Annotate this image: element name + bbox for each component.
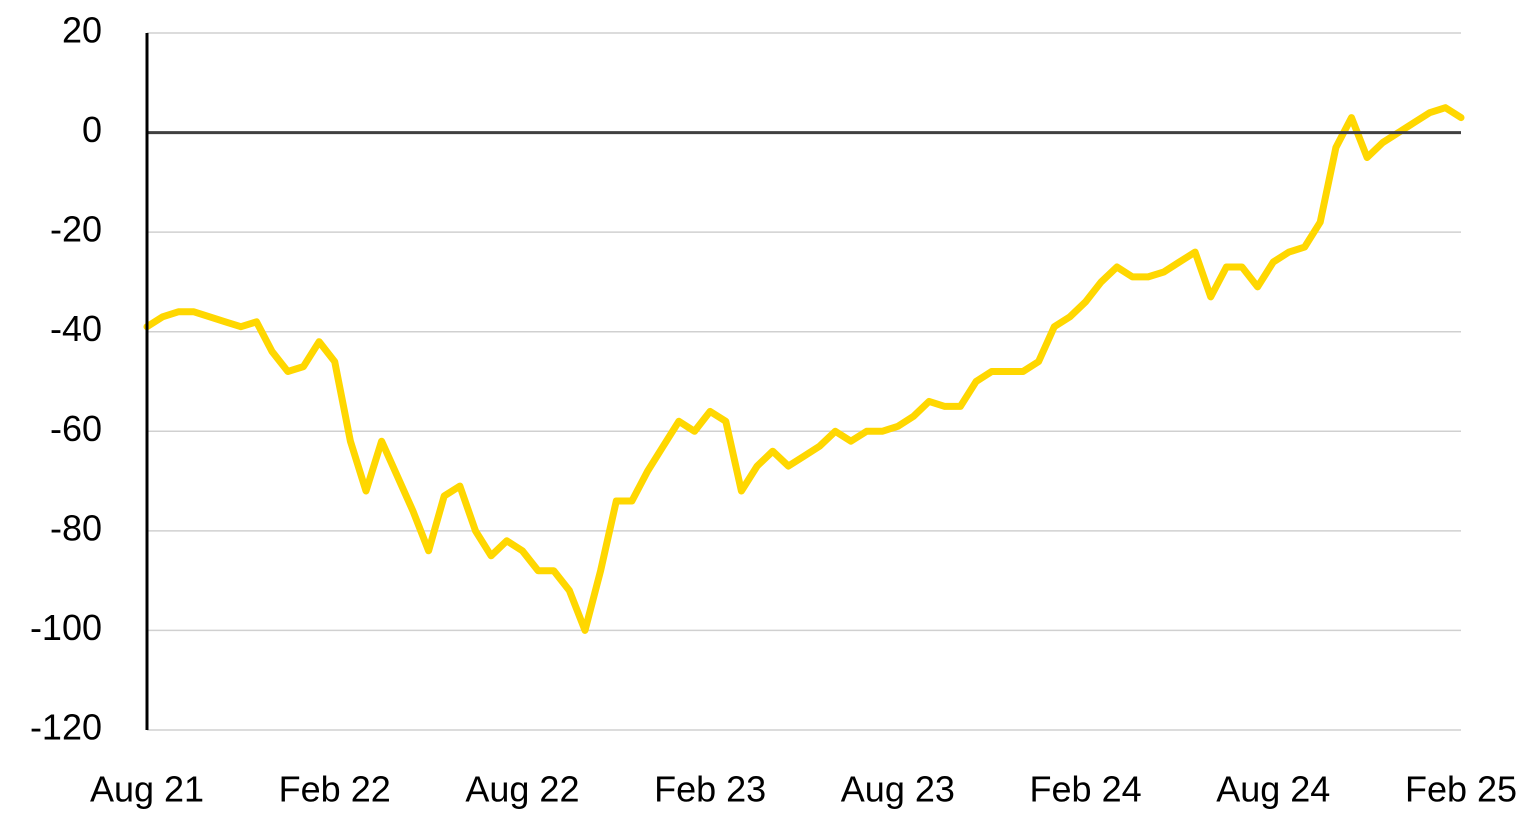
y-tick-label: -100 (30, 607, 102, 648)
y-tick-label: -20 (50, 209, 102, 250)
x-tick-label: Aug 24 (1216, 769, 1330, 810)
y-tick-label: -120 (30, 707, 102, 748)
y-tick-label: 0 (82, 109, 102, 150)
x-tick-label: Feb 22 (279, 769, 391, 810)
y-tick-label: -40 (50, 308, 102, 349)
x-tick-label: Aug 21 (90, 769, 204, 810)
line-series (143, 104, 1465, 634)
y-tick-label: 20 (62, 10, 102, 51)
x-tick-label: Feb 24 (1030, 769, 1142, 810)
x-tick-label: Aug 22 (465, 769, 579, 810)
x-tick-label: Aug 23 (841, 769, 955, 810)
x-tick-label: Feb 25 (1405, 769, 1517, 810)
x-tick-label: Feb 23 (654, 769, 766, 810)
y-tick-label: -80 (50, 507, 102, 548)
y-tick-label: -60 (50, 408, 102, 449)
